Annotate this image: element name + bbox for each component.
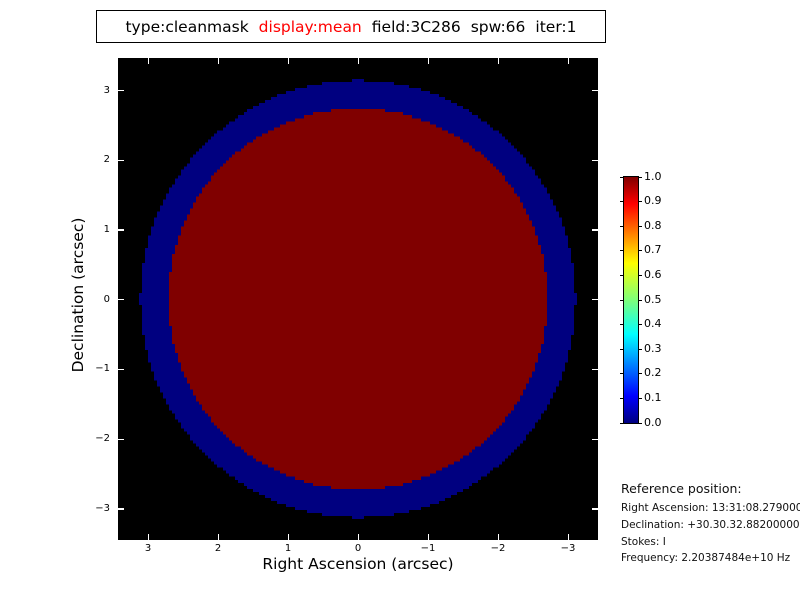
colorbar-tick — [620, 176, 624, 178]
y-tick-label: 2 — [103, 154, 110, 166]
colorbar-tick-label: 0.7 — [644, 243, 662, 257]
x-axis-tick — [568, 58, 570, 64]
y-axis-tick — [118, 159, 124, 162]
y-axis-tick — [118, 90, 124, 92]
reference-line: Stokes: I — [621, 536, 666, 548]
y-axis-tick — [592, 90, 598, 92]
x-axis-tick — [498, 534, 500, 540]
title-segment: field:3C286 — [371, 17, 461, 36]
reference-heading: Reference position: — [621, 481, 742, 496]
colorbar-tick — [638, 250, 642, 252]
y-axis-tick — [118, 299, 124, 301]
y-axis-tick — [592, 508, 598, 510]
y-tick-label: −3 — [95, 502, 110, 514]
title-segment: spw:66 — [470, 17, 526, 36]
y-axis-tick — [118, 508, 124, 510]
colorbar-tick — [620, 373, 624, 375]
colorbar-tick — [620, 201, 624, 203]
y-tick-label: −2 — [95, 433, 110, 444]
colorbar-tick — [638, 397, 642, 399]
colorbar-tick — [638, 176, 642, 178]
x-tick-label: 3 — [144, 543, 152, 554]
colorbar-tick-label: 0.5 — [644, 292, 662, 306]
x-tick-label: 1 — [284, 543, 292, 554]
colorbar-tick — [638, 324, 642, 326]
y-axis-tick — [118, 438, 124, 440]
colorbar-tick — [638, 348, 642, 350]
y-axis-tick — [592, 159, 598, 162]
y-tick-label: 1 — [103, 223, 110, 235]
y-axis-tick — [592, 368, 598, 371]
x-axis-tick — [568, 534, 570, 540]
colorbar-tick — [620, 422, 624, 424]
x-tick-label: 0 — [354, 543, 362, 554]
x-tick-label: 2 — [214, 543, 222, 554]
colorbar-tick-label: 0.1 — [644, 390, 662, 404]
colorbar-tick — [638, 373, 642, 375]
x-axis-tick — [148, 534, 150, 540]
y-tick-label: 3 — [103, 84, 110, 96]
colorbar-tick — [638, 274, 642, 276]
colorbar-tick — [620, 250, 624, 252]
colorbar-tick-label: 1.0 — [644, 169, 662, 183]
colorbar-tick-label: 0.9 — [644, 194, 662, 208]
y-tick-label: 0 — [103, 293, 110, 305]
reference-line: Right Ascension: 13:31:08.27900000 — [621, 502, 800, 514]
title-segment: display:mean — [258, 17, 362, 36]
x-axis-tick — [428, 58, 430, 64]
colorbar-tick-label: 0.6 — [644, 267, 662, 281]
colorbar-tick — [620, 397, 624, 399]
colorbar-tick-label: 0.4 — [644, 317, 662, 331]
x-axis-label: Right Ascension (arcsec) — [262, 555, 454, 573]
x-axis-tick — [358, 58, 360, 64]
colorbar-tick — [620, 324, 624, 326]
x-tick-label: −2 — [490, 543, 506, 554]
colorbar-tick-label: 0.3 — [644, 341, 662, 355]
x-axis-tick — [428, 534, 430, 540]
colorbar-tick-label: 0.2 — [644, 366, 662, 380]
y-axis-tick — [592, 438, 598, 440]
x-tick-label: −3 — [560, 543, 576, 554]
colorbar-tick — [638, 201, 642, 203]
y-axis-tick — [118, 229, 124, 231]
mask-raster — [118, 58, 598, 540]
x-axis-tick — [288, 534, 290, 540]
title-segment: iter:1 — [535, 17, 577, 36]
y-axis-tick — [592, 229, 598, 231]
x-axis-tick — [148, 58, 150, 64]
colorbar-tick-label: 0.8 — [644, 218, 662, 232]
colorbar-tick — [638, 225, 642, 227]
colorbar-tick — [620, 225, 624, 227]
x-axis-tick — [498, 58, 500, 64]
y-axis-tick — [592, 299, 598, 301]
x-axis-tick — [358, 534, 360, 540]
reference-line: Declination: +30.30.32.88200000 — [621, 519, 800, 531]
title-segment: type:cleanmask — [125, 17, 249, 36]
colorbar-tick — [620, 274, 624, 276]
colorbar-tick — [638, 422, 642, 424]
plot-area — [118, 58, 598, 540]
x-tick-label: −1 — [420, 543, 436, 554]
y-axis-label: Declination (arcsec) — [69, 217, 87, 373]
x-axis-tick — [288, 58, 290, 64]
x-axis-tick — [218, 58, 220, 64]
title-box: type:cleanmask display:mean field:3C286 spw… — [96, 10, 606, 43]
x-axis-tick — [218, 534, 220, 540]
y-axis-tick — [118, 368, 124, 371]
colorbar-tick-label: 0.0 — [644, 415, 662, 429]
colorbar-tick — [638, 299, 642, 301]
y-tick-label: −1 — [95, 363, 110, 375]
colorbar — [620, 176, 642, 424]
reference-line: Frequency: 2.20387484e+10 Hz — [621, 552, 791, 564]
colorbar-tick — [620, 299, 624, 301]
colorbar-tick — [620, 348, 624, 350]
